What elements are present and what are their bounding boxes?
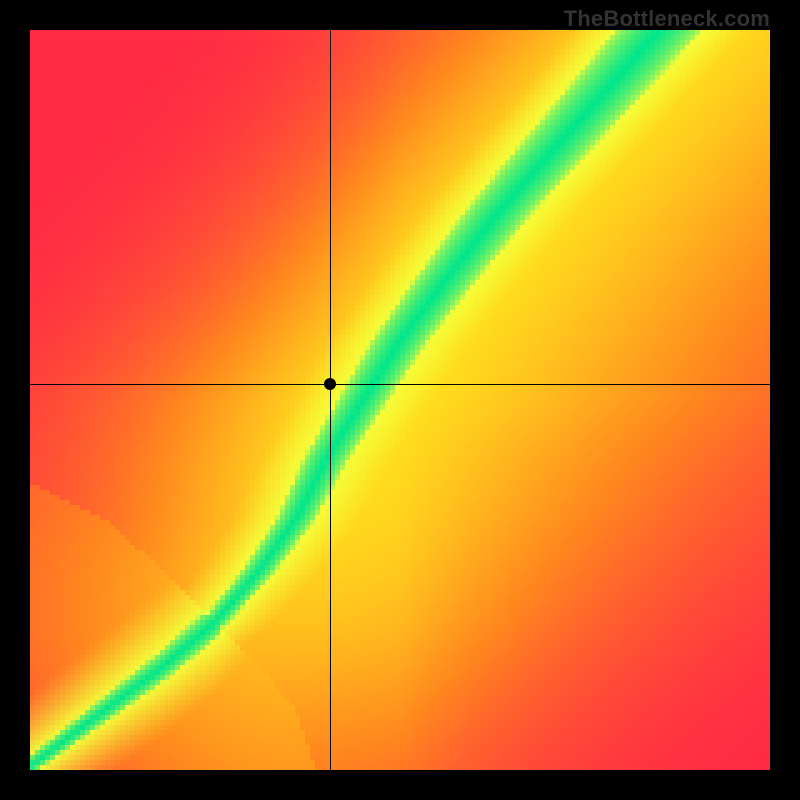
marker-dot — [324, 378, 336, 390]
plot-area — [30, 30, 770, 770]
chart-container: TheBottleneck.com — [0, 0, 800, 800]
crosshair-vertical — [330, 30, 331, 770]
heatmap-canvas — [30, 30, 770, 770]
crosshair-horizontal — [30, 384, 770, 385]
watermark-text: TheBottleneck.com — [564, 6, 770, 32]
